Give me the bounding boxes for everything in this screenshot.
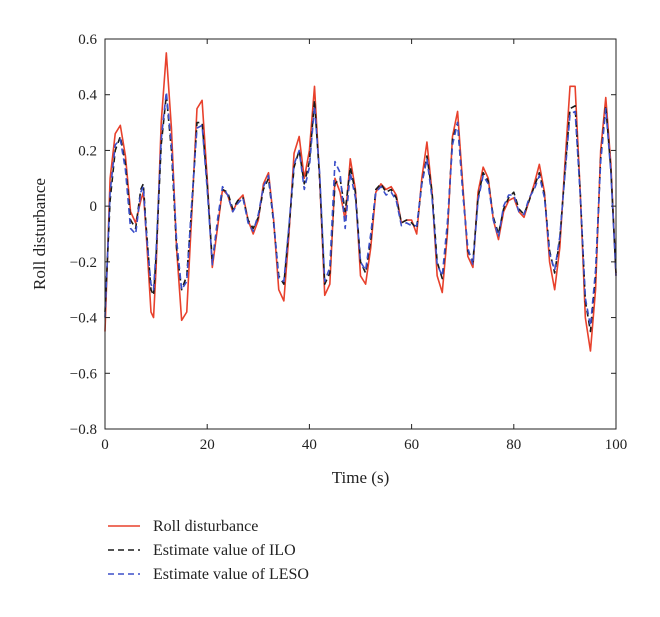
- x-tick-label: 20: [200, 437, 215, 453]
- series-layer: [104, 52, 617, 352]
- x-tick-label: 80: [506, 437, 521, 453]
- y-tick-label: −0.6: [70, 366, 98, 382]
- x-tick-label: 0: [101, 437, 109, 453]
- x-tick-label: 100: [605, 437, 628, 453]
- plot-frame: [104, 38, 617, 430]
- ticks-layer: 0 20 40 60 80 100 0.6 0.4 0.2 0 −0.2 −0.4 −0.6 −0.8: [70, 32, 627, 453]
- y-tick-label: −0.4: [70, 311, 98, 327]
- y-tick-label: 0.2: [78, 143, 97, 159]
- legend-label-0: Roll disturbance: [153, 518, 258, 535]
- y-tick-label: 0: [90, 199, 98, 215]
- x-axis-title: Time (s): [332, 468, 389, 487]
- series-line-0: [104, 52, 617, 352]
- y-tick-label: −0.8: [70, 422, 97, 438]
- legend-label-1: Estimate value of ILO: [153, 542, 296, 559]
- legend: Roll disturbance Estimate value of ILO Est…: [108, 518, 309, 583]
- series-line-2: [104, 91, 617, 327]
- y-axis-title: Roll disturbance: [30, 178, 49, 290]
- x-tick-label: 40: [302, 437, 317, 453]
- series-line-1: [104, 93, 617, 333]
- x-tick-label: 60: [404, 437, 419, 453]
- y-tick-label: 0.6: [78, 32, 97, 48]
- y-tick-label: −0.2: [70, 255, 97, 271]
- legend-label-2: Estimate value of LESO: [153, 566, 309, 583]
- y-tick-label: 0.4: [78, 88, 97, 104]
